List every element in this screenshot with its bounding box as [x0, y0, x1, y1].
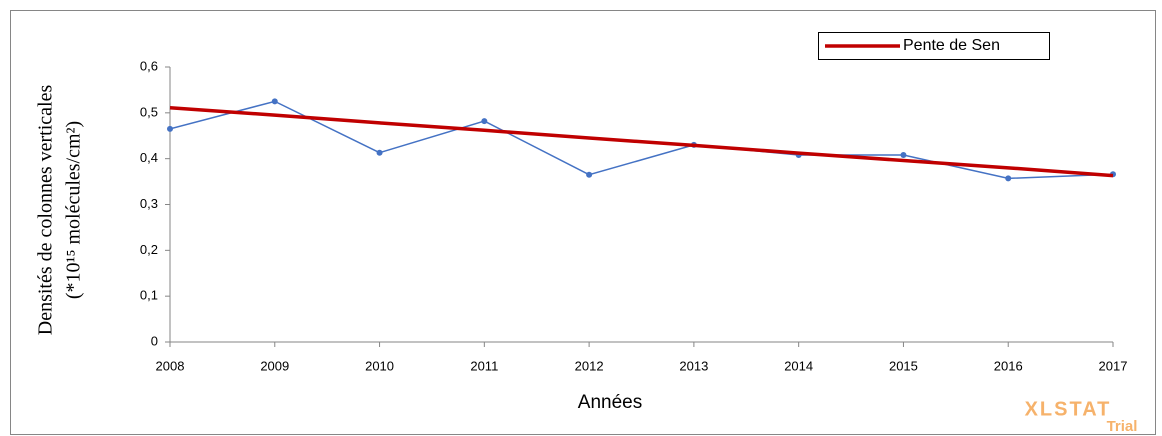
- watermark: XLSTAT: [1025, 398, 1112, 420]
- x-tick-label: 2011: [470, 358, 498, 373]
- y-tick-label: 0,3: [140, 196, 158, 211]
- y-axis-label: (*10¹⁵ molécules/cm²): [63, 121, 85, 299]
- watermark: Trial: [1107, 418, 1138, 435]
- x-tick-label: 2012: [575, 358, 604, 373]
- point: [167, 125, 173, 132]
- y-tick-label: 0,1: [140, 288, 158, 303]
- point: [271, 98, 278, 105]
- x-tick-label: 2009: [260, 358, 289, 373]
- x-tick-label: 2016: [994, 358, 1023, 373]
- x-axis-label: Années: [578, 392, 642, 413]
- x-tick-label: 2017: [1099, 358, 1128, 373]
- y-tick-label: 0,5: [140, 104, 158, 119]
- chart-frame: [10, 10, 1156, 435]
- series-line: [169, 106, 1114, 178]
- series-line: [169, 100, 1114, 180]
- x-tick-label: 2008: [156, 358, 185, 373]
- y-tick-label: 0,6: [140, 58, 158, 73]
- point: [900, 152, 907, 158]
- point: [376, 149, 383, 156]
- x-tick-label: 2010: [365, 358, 394, 373]
- x-tick-label: 2015: [889, 358, 918, 373]
- y-tick-label: 0,2: [140, 242, 158, 257]
- x-tick-label: 2013: [679, 358, 708, 373]
- point: [586, 171, 593, 178]
- point: [1005, 175, 1012, 182]
- y-tick-label: 0,4: [140, 150, 158, 165]
- point: [481, 118, 488, 125]
- x-tick-label: 2014: [784, 358, 813, 373]
- y-tick-label: 0: [151, 333, 158, 348]
- y-axis-label: Densités de colonnes verticales: [35, 85, 57, 336]
- legend-label: Pente de Sen: [903, 37, 1000, 54]
